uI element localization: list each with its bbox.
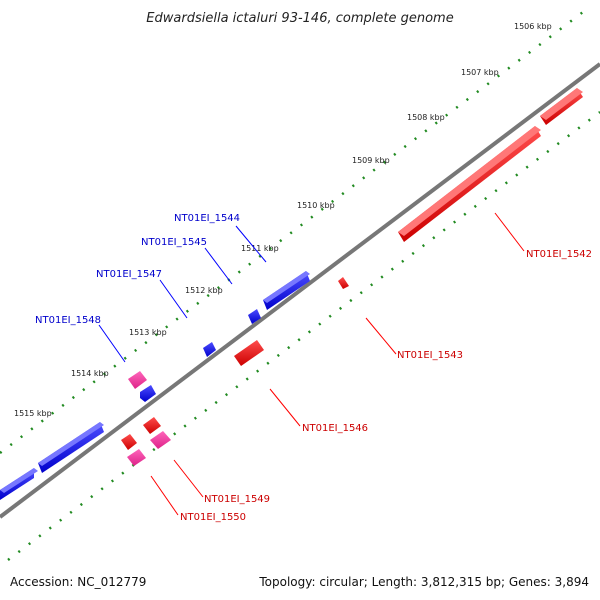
rna-feature[interactable]: [127, 449, 146, 466]
inner-tick-track: [7, 111, 600, 561]
tick-label: 1512 kbp: [185, 286, 223, 295]
outer-tick-track: [0, 11, 584, 454]
gene-label[interactable]: NT01EI_1548: [35, 315, 101, 326]
gene-label[interactable]: NT01EI_1544: [174, 213, 240, 224]
rna-feature[interactable]: [128, 371, 147, 389]
genome-backbone: [0, 62, 600, 519]
leader-line: [173, 459, 204, 498]
gene-feature-nt01ei-1543[interactable]: [338, 277, 349, 289]
gene-feature-nt01ei-1547[interactable]: [203, 342, 216, 357]
gene-label[interactable]: NT01EI_1542: [526, 249, 592, 260]
leader-line: [494, 212, 525, 252]
tick-label: 1507 kbp: [461, 68, 499, 77]
gene-feature-forward[interactable]: [38, 422, 104, 473]
gene-feature-nt01ei-1550[interactable]: [121, 434, 137, 450]
gene-feature-nt01ei-1545[interactable]: [248, 309, 261, 324]
gene-feature-nt01ei-1549[interactable]: [143, 417, 161, 434]
gene-feature-nt01ei-1548[interactable]: [140, 385, 156, 402]
rna-feature[interactable]: [150, 431, 171, 449]
gene-label[interactable]: NT01EI_1549: [204, 494, 270, 505]
gene-label[interactable]: NT01EI_1546: [302, 423, 368, 434]
tick-label: 1506 kbp: [514, 22, 552, 31]
map-title: Edwardsiella ictaluri 93-146, complete g…: [146, 11, 453, 26]
tick-label: 1508 kbp: [407, 113, 445, 122]
tick-label: 1511 kbp: [241, 244, 279, 253]
gene-feature-forward[interactable]: [0, 468, 38, 500]
tick-label: 1515 kbp: [14, 409, 52, 418]
gene-feature-nt01ei-1542[interactable]: [398, 126, 541, 242]
leader-line: [365, 317, 397, 355]
tick-label: 1509 kbp: [352, 156, 390, 165]
gene-label[interactable]: NT01EI_1545: [141, 237, 207, 248]
gene-label[interactable]: NT01EI_1550: [180, 512, 246, 523]
genome-summary-text: Topology: circular; Length: 3,812,315 bp…: [258, 575, 589, 589]
gene-label[interactable]: NT01EI_1547: [96, 269, 162, 280]
leader-line: [150, 475, 179, 516]
leader-line: [269, 388, 301, 427]
tick-label: 1514 kbp: [71, 369, 109, 378]
gene-feature-nt01ei-1544[interactable]: [263, 271, 310, 310]
leader-line: [98, 324, 126, 363]
leader-line: [235, 225, 267, 263]
leader-line: [204, 247, 233, 285]
accession-text: Accession: NC_012779: [10, 575, 146, 589]
leader-line: [159, 279, 188, 319]
tick-label: 1510 kbp: [297, 201, 335, 210]
gene-feature-reverse[interactable]: [540, 88, 583, 125]
gene-label[interactable]: NT01EI_1543: [397, 350, 463, 361]
gene-feature-nt01ei-1546[interactable]: [234, 340, 264, 366]
tick-label: 1513 kbp: [129, 328, 167, 337]
